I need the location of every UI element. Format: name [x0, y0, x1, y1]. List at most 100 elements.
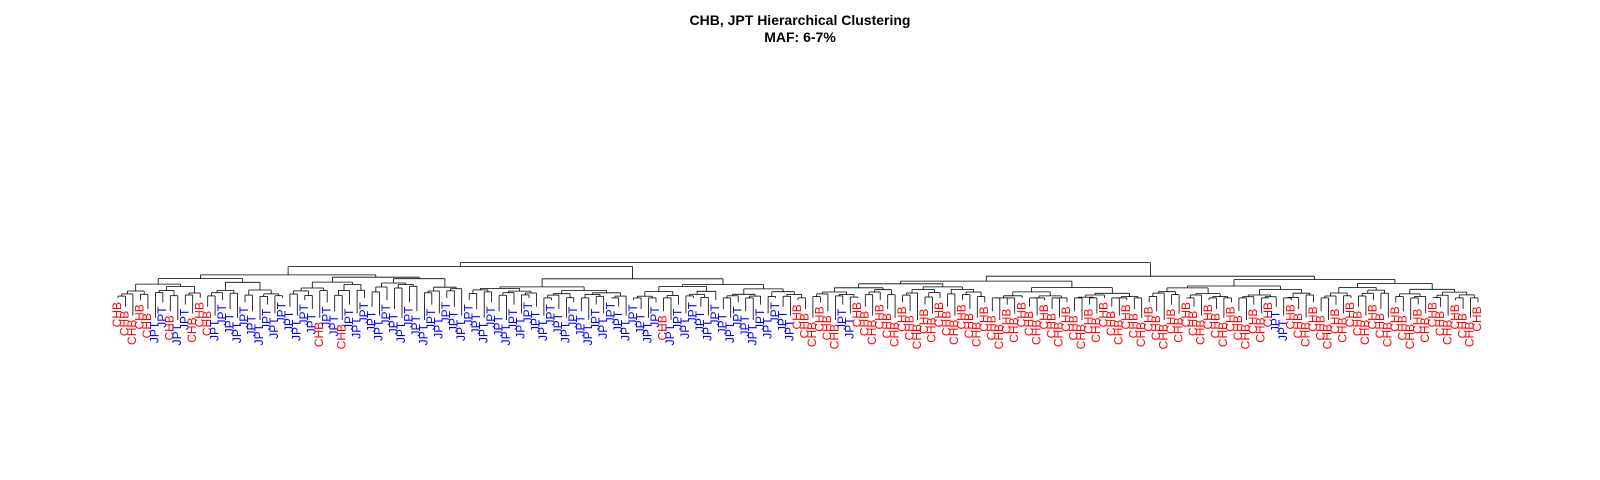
leaf-label-19: JPT	[252, 323, 266, 345]
leaf-label-107: CHB	[910, 324, 924, 349]
leaf-label-142: CHB	[1171, 317, 1185, 342]
leaf-label-73: CHB	[656, 315, 670, 340]
leaf-label-42: JPT	[424, 308, 438, 330]
leaf-label-41: JPT	[417, 323, 431, 345]
leaf-label-103: CHB	[880, 313, 894, 338]
leaf-label-34: JPT	[364, 310, 378, 332]
leaf-label-17: JPT	[237, 306, 251, 328]
leaf-label-72: JPT	[648, 306, 662, 328]
leaf-label-104: CHB	[887, 322, 901, 347]
leaf-label-54: JPT	[514, 317, 528, 339]
leaf-label-131: CHB	[1089, 317, 1103, 342]
leaf-label-141: CHB	[1164, 309, 1178, 334]
leaf-label-124: CHB	[1037, 304, 1051, 329]
leaf-label-6: JPT	[155, 306, 169, 328]
leaf-label-136: CHB	[1126, 313, 1140, 338]
leaf-label-158: CHB	[1291, 313, 1305, 338]
leaf-label-76: JPT	[678, 317, 692, 339]
leaf-label-49: JPT	[476, 321, 490, 343]
leaf-label-22: JPT	[275, 301, 289, 323]
leaf-label-152: CHB	[1246, 309, 1260, 334]
leaf-label-50: JPT	[484, 306, 498, 328]
leaf-label-33: JPT	[357, 301, 371, 323]
leaf-label-120: CHB	[1007, 317, 1021, 342]
leaf-label-108: CHB	[917, 309, 931, 334]
leaf-label-69: JPT	[626, 304, 640, 326]
leaf-label-133: CHB	[1104, 311, 1118, 336]
leaf-label-61: JPT	[566, 306, 580, 328]
leaf-label-173: CHB	[1403, 324, 1417, 349]
leaf-label-174: CHB	[1410, 309, 1424, 334]
leaf-label-47: JPT	[461, 304, 475, 326]
leaf-label-156: JPT	[1276, 319, 1290, 341]
leaf-label-1: CHB	[118, 311, 132, 336]
leaf-label-40: JPT	[409, 315, 423, 337]
leaf-label-52: JPT	[499, 323, 513, 345]
leaf-label-114: CHB	[962, 313, 976, 338]
leaf-label-139: CHB	[1149, 315, 1163, 340]
leaf-label-27: CHB	[312, 322, 326, 347]
leaf-label-36: JPT	[379, 304, 393, 326]
leaf-label-97: JPT	[835, 308, 849, 330]
leaf-label-148: CHB	[1216, 322, 1230, 347]
leaf-label-161: CHB	[1313, 315, 1327, 340]
leaf-label-59: JPT	[551, 312, 565, 334]
leaf-label-116: CHB	[977, 306, 991, 331]
leaf-label-37: JPT	[387, 312, 401, 334]
leaf-label-12: CHB	[200, 311, 214, 336]
leaf-label-157: CHB	[1283, 304, 1297, 329]
leaf-label-166: CHB	[1351, 311, 1365, 336]
leaf-label-35: JPT	[372, 319, 386, 341]
leaf-label-75: JPT	[671, 308, 685, 330]
leaf-label-165: CHB	[1343, 302, 1357, 327]
leaf-label-179: CHB	[1448, 304, 1462, 329]
leaf-label-29: JPT	[327, 315, 341, 337]
leaf-label-129: CHB	[1074, 324, 1088, 349]
leaf-label-109: CHB	[925, 317, 939, 342]
leaf-label-164: CHB	[1336, 317, 1350, 342]
leaf-label-171: CHB	[1388, 306, 1402, 331]
leaf-label-45: JPT	[446, 310, 460, 332]
leaf-label-21: JPT	[267, 317, 281, 339]
leaf-label-88: JPT	[768, 301, 782, 323]
leaf-label-3: CHB	[133, 304, 147, 329]
leaf-label-56: JPT	[529, 310, 543, 332]
leaf-label-132: CHB	[1097, 302, 1111, 327]
leaf-label-25: JPT	[297, 304, 311, 326]
leaf-label-63: JPT	[581, 323, 595, 345]
leaf-label-58: JPT	[544, 304, 558, 326]
leaf-label-65: JPT	[596, 317, 610, 339]
leaf-label-13: JPT	[207, 319, 221, 341]
leaf-label-71: JPT	[641, 321, 655, 343]
leaf-label-38: JPT	[394, 321, 408, 343]
leaf-label-43: JPT	[431, 317, 445, 339]
leaf-label-39: JPT	[402, 306, 416, 328]
leaf-label-64: JPT	[588, 308, 602, 330]
leaf-label-130: CHB	[1082, 309, 1096, 334]
leaf-label-167: CHB	[1358, 320, 1372, 345]
leaf-label-30: CHB	[334, 324, 348, 349]
leaf-label-168: CHB	[1366, 304, 1380, 329]
leaf-label-23: JPT	[282, 310, 296, 332]
leaf-label-162: CHB	[1321, 324, 1335, 349]
leaf-label-146: CHB	[1201, 304, 1215, 329]
leaf-label-86: JPT	[753, 308, 767, 330]
leaf-label-128: CHB	[1067, 315, 1081, 340]
leaf-label-106: CHB	[902, 315, 916, 340]
leaf-label-123: CHB	[1029, 320, 1043, 345]
leaf-label-20: JPT	[260, 308, 274, 330]
leaf-label-100: CHB	[857, 311, 871, 336]
leaf-label-9: JPT	[177, 308, 191, 330]
leaf-label-140: CHB	[1156, 324, 1170, 349]
leaf-label-26: JPT	[304, 312, 318, 334]
leaf-label-79: JPT	[700, 319, 714, 341]
leaf-label-67: JPT	[611, 310, 625, 332]
leaf-label-175: CHB	[1418, 317, 1432, 342]
leaf-label-11: CHB	[192, 302, 206, 327]
plot-title-line-2: MAF: 6-7%	[764, 29, 836, 45]
leaf-label-46: JPT	[454, 319, 468, 341]
leaf-label-48: JPT	[469, 312, 483, 334]
leaf-label-15: JPT	[222, 312, 236, 334]
leaf-label-155: JPT	[1268, 310, 1282, 332]
leaf-label-94: CHB	[813, 306, 827, 331]
